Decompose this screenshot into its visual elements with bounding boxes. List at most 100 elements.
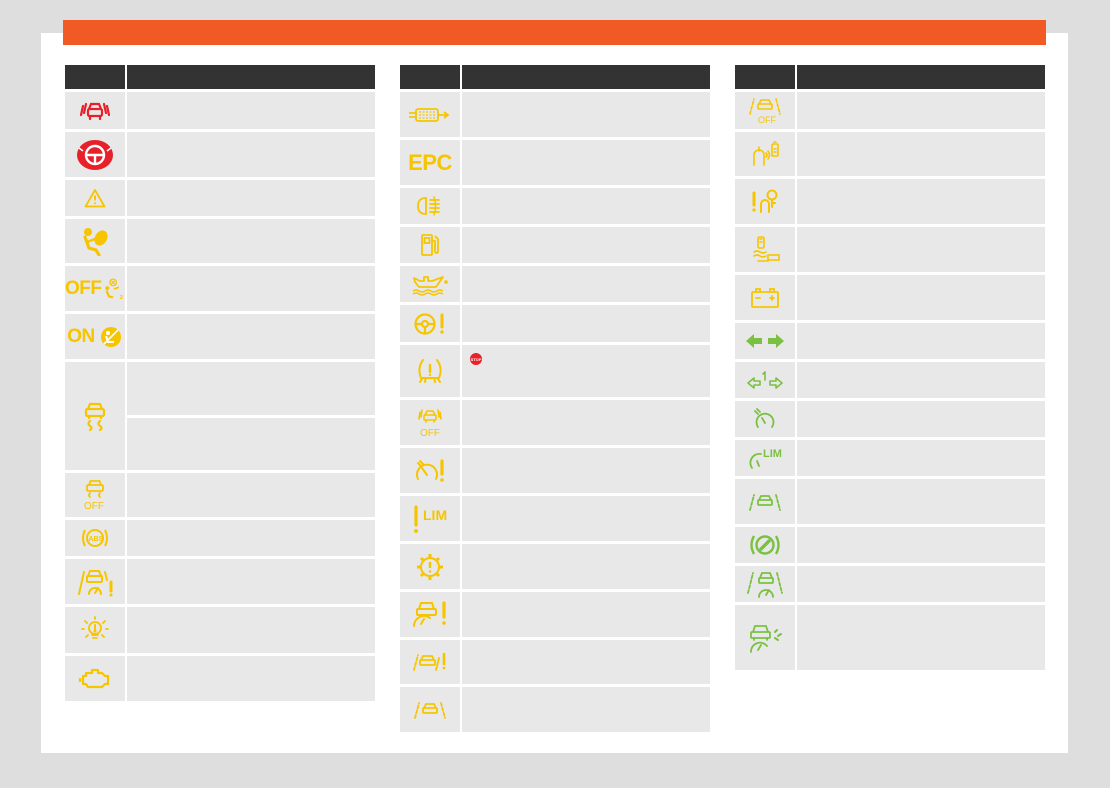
table-row bbox=[400, 592, 710, 637]
lamp-description bbox=[127, 607, 375, 653]
table-row bbox=[400, 640, 710, 684]
stability-control-icon bbox=[65, 362, 125, 470]
svg-text:LIM: LIM bbox=[763, 448, 782, 460]
svg-text:ABS: ABS bbox=[89, 536, 104, 543]
lamp-description bbox=[462, 188, 710, 224]
table-row bbox=[65, 607, 375, 653]
steering-warning-icon bbox=[400, 305, 460, 342]
lamp-description bbox=[797, 440, 1045, 476]
table-row bbox=[400, 266, 710, 302]
brake-pedal-icon bbox=[735, 227, 795, 272]
table-row bbox=[65, 219, 375, 263]
lamp-description bbox=[462, 266, 710, 302]
passenger-airbag-on-icon: ON bbox=[65, 314, 125, 359]
trailer-turn-signals-icon bbox=[735, 362, 795, 398]
table-row bbox=[735, 566, 1045, 602]
chapter-header-bar bbox=[63, 20, 1046, 45]
table-row bbox=[65, 92, 375, 129]
table-row bbox=[400, 92, 710, 137]
lamp-description bbox=[797, 479, 1045, 524]
speed-warning-icon bbox=[400, 448, 460, 493]
table-row bbox=[65, 362, 375, 470]
lane-assist-icon bbox=[400, 687, 460, 732]
turn-signals-icon bbox=[735, 323, 795, 359]
lamp-description bbox=[797, 362, 1045, 398]
svg-text:OFF: OFF bbox=[758, 115, 776, 125]
table-row: LIM bbox=[400, 496, 710, 541]
tyre-pressure-icon bbox=[400, 345, 460, 397]
table-row bbox=[735, 527, 1045, 563]
brake-pedal-press-icon bbox=[735, 527, 795, 563]
cruise-control-icon bbox=[735, 401, 795, 437]
lamp-description bbox=[797, 401, 1045, 437]
key-warning-icon bbox=[735, 179, 795, 224]
svg-text:OFF: OFF bbox=[84, 501, 104, 511]
lamp-description bbox=[797, 527, 1045, 563]
table-row bbox=[735, 227, 1045, 272]
light-bulb-warning-icon bbox=[65, 607, 125, 653]
lamp-description bbox=[127, 266, 375, 311]
lane-assist-warning-icon bbox=[65, 559, 125, 604]
oil-level-icon bbox=[400, 266, 460, 302]
table-row: LIM bbox=[735, 440, 1045, 476]
table-row: OFF bbox=[400, 400, 710, 445]
passenger-airbag-off-icon: OFF 2 bbox=[65, 266, 125, 311]
speed-limiter-warning-icon: LIM bbox=[400, 496, 460, 541]
warning-lamps-table-2: EPC bbox=[400, 65, 710, 732]
lamp-description bbox=[797, 323, 1045, 359]
front-assist-off-icon: OFF bbox=[400, 400, 460, 445]
lamp-description bbox=[127, 559, 375, 604]
lane-assist-active-icon bbox=[735, 479, 795, 524]
lamp-description bbox=[462, 592, 710, 637]
battery-icon bbox=[735, 275, 795, 320]
table-row: ABS bbox=[65, 520, 375, 556]
lamp-description bbox=[797, 605, 1045, 670]
epc-icon: EPC bbox=[400, 140, 460, 185]
engine-check-icon bbox=[65, 656, 125, 701]
warning-lamps-table-1: OFF 2 ON bbox=[65, 65, 375, 701]
lamp-description bbox=[797, 179, 1045, 224]
airbag-icon bbox=[65, 219, 125, 263]
table-row bbox=[735, 132, 1045, 176]
table-row bbox=[65, 132, 375, 177]
table-header bbox=[65, 65, 375, 89]
lamp-description bbox=[127, 219, 375, 263]
lamp-description bbox=[127, 473, 375, 517]
table-row bbox=[400, 687, 710, 732]
lamp-description bbox=[797, 92, 1045, 129]
adaptive-cruise-icon bbox=[735, 566, 795, 602]
lamp-description bbox=[462, 400, 710, 445]
speed-limiter-icon: LIM bbox=[735, 440, 795, 476]
lamp-description bbox=[462, 227, 710, 263]
svg-text:2: 2 bbox=[119, 294, 122, 300]
table-row bbox=[735, 179, 1045, 224]
table-row bbox=[735, 362, 1045, 398]
table-row bbox=[400, 544, 710, 589]
table-row: STOP bbox=[400, 345, 710, 397]
key-battery-icon bbox=[735, 132, 795, 176]
lamp-description bbox=[462, 92, 710, 137]
lamp-description bbox=[462, 140, 710, 185]
lamp-description bbox=[797, 227, 1045, 272]
lamp-description bbox=[462, 544, 710, 589]
rear-fog-light-icon bbox=[400, 188, 460, 224]
table-row bbox=[65, 180, 375, 216]
table-row bbox=[735, 401, 1045, 437]
table-row bbox=[400, 305, 710, 342]
table-row bbox=[400, 448, 710, 493]
adaptive-cruise-warning-icon bbox=[400, 592, 460, 637]
lamp-description bbox=[797, 566, 1045, 602]
table-row: OFF bbox=[735, 92, 1045, 129]
lamp-description bbox=[797, 132, 1045, 176]
table-row bbox=[400, 188, 710, 224]
table-row: ON bbox=[65, 314, 375, 359]
lamp-description bbox=[127, 520, 375, 556]
gearbox-warning-icon bbox=[400, 544, 460, 589]
lamp-description bbox=[462, 305, 710, 342]
lamp-description bbox=[127, 92, 375, 129]
lamp-description bbox=[462, 687, 710, 732]
table-row bbox=[735, 323, 1045, 359]
table-header bbox=[735, 65, 1045, 89]
lamp-description bbox=[797, 275, 1045, 320]
svg-text:OFF: OFF bbox=[420, 428, 440, 439]
